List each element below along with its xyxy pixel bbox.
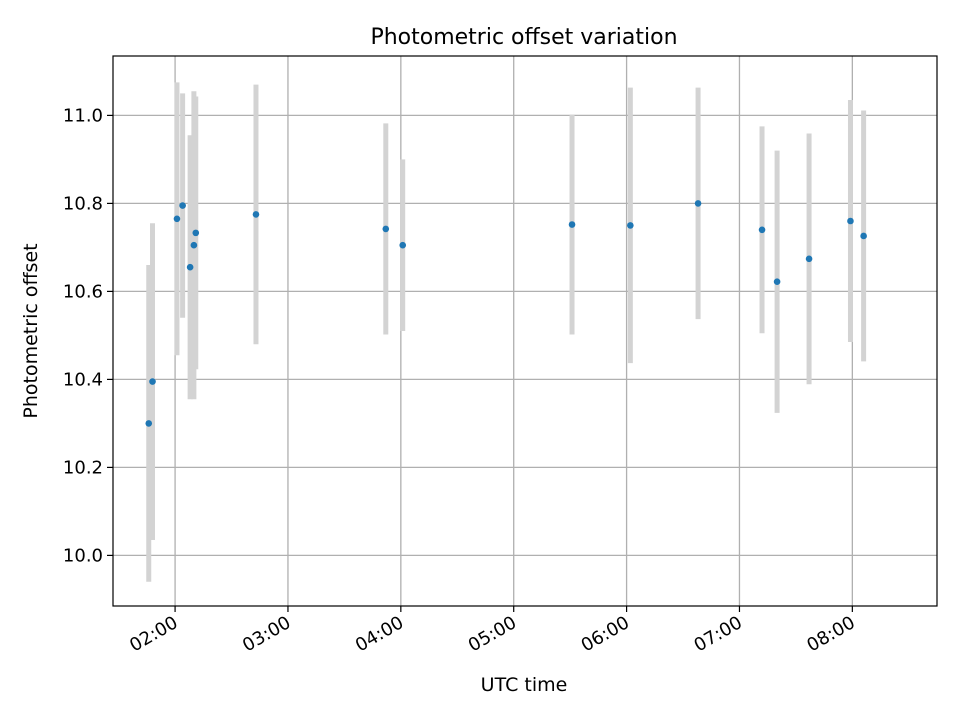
data-point — [190, 241, 198, 249]
data-point — [568, 221, 576, 228]
y-tick-label: 10.4 — [63, 369, 103, 390]
data-point — [252, 211, 260, 218]
data-point — [627, 222, 634, 229]
data-point — [173, 215, 181, 223]
data-point — [694, 200, 702, 207]
data-point — [145, 420, 153, 427]
grid-lines — [113, 56, 937, 606]
data-point — [860, 232, 867, 240]
data-point — [758, 226, 766, 234]
chart-title: Photometric offset variation — [370, 25, 677, 50]
y-tick-label: 10.0 — [63, 545, 103, 566]
data-point — [149, 378, 156, 385]
data-point — [773, 278, 781, 286]
data-points — [145, 200, 867, 427]
data-point — [179, 202, 186, 209]
data-point — [192, 229, 200, 237]
plot-area-frame — [112, 55, 938, 607]
y-tick-label: 11.0 — [63, 105, 103, 126]
data-point — [805, 255, 813, 263]
y-tick-label: 10.8 — [63, 193, 103, 214]
data-point — [847, 217, 854, 225]
y-axis-ticks: 10.0 10.2 10.4 10.6 10.8 11.0 — [63, 105, 113, 566]
y-axis-label: Photometric offset — [20, 243, 42, 418]
data-point — [186, 263, 194, 271]
y-tick-label: 10.6 — [63, 281, 103, 302]
data-point — [399, 241, 407, 249]
y-tick-label: 10.2 — [63, 457, 103, 478]
x-axis-label: UTC time — [481, 674, 568, 696]
data-point — [382, 225, 390, 233]
